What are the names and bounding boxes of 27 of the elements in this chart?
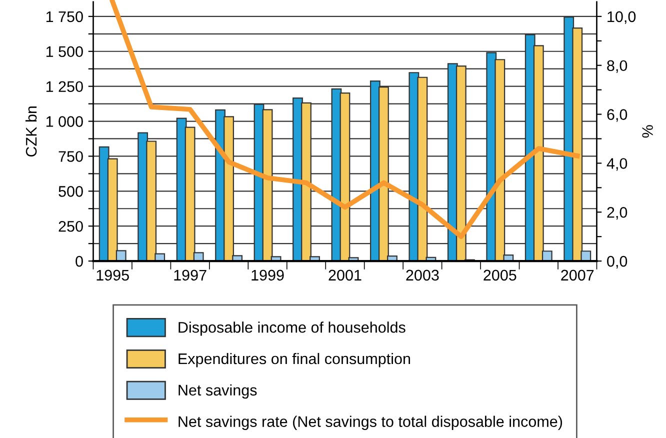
legend-label: Net savings [178, 384, 257, 399]
y-tick-label: 1 500 [46, 46, 83, 58]
y-tick-label: 750 [58, 151, 83, 162]
y2-axis-title: % [642, 125, 653, 138]
y-axis-title: CZK bn [25, 106, 37, 157]
legend-label: Expenditures on final consumption [178, 352, 410, 368]
y-tick-label: 1 250 [46, 81, 83, 92]
y2-tick-label: 0,0 [607, 256, 628, 269]
y-tick-label: 250 [58, 220, 83, 232]
y2-tick-label: 2,0 [607, 206, 628, 220]
legend-label: Net savings rate (Net savings to total disposable income) [178, 416, 562, 430]
y-tick-label: 1 750 [46, 11, 83, 22]
legend-label: Disposable income of households [178, 322, 406, 336]
y2-tick-label: 6,0 [607, 109, 628, 122]
y2-tick-label: 10,0 [608, 11, 636, 24]
x-tick-label: 2005 [484, 270, 516, 281]
x-tick-label: 1995 [96, 270, 129, 281]
x-tick-label: 1997 [174, 270, 206, 281]
x-tick-label: 2001 [328, 270, 362, 281]
y2-tick-label: 4,0 [606, 158, 628, 171]
x-tick-label: 2003 [406, 270, 439, 281]
y-tick-label: 0 [76, 256, 83, 267]
y2-tick-label: 8,0 [607, 60, 628, 73]
x-tick-label: 1999 [252, 270, 284, 281]
x-tick-label: 2007 [561, 270, 594, 281]
y-tick-label: 500 [58, 186, 83, 197]
y-tick-label: 1 000 [46, 116, 83, 127]
